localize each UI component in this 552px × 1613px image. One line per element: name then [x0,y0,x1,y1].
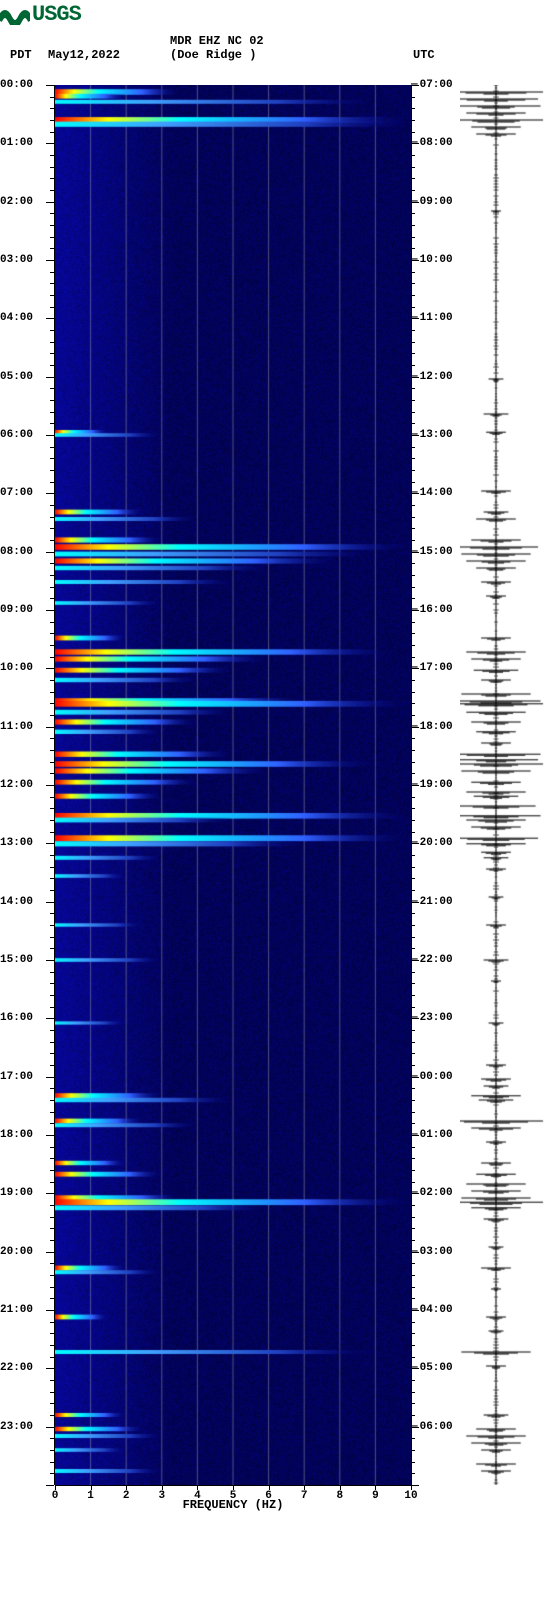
right-time-tick: —07:00 [411,79,466,91]
right-time-tick: —14:00 [411,487,466,499]
spectrogram-plot [55,85,411,1485]
right-time-tick: —01:00 [411,1129,466,1141]
right-time-tick: —09:00 [411,196,466,208]
date-label: May12,2022 [48,48,120,62]
right-time-tick: —06:00 [411,1421,466,1433]
right-time-tick: —04:00 [411,1304,466,1316]
right-time-tick: —16:00 [411,604,466,616]
right-time-tick: —22:00 [411,954,466,966]
bottom-axis-line [55,1485,411,1486]
right-time-tick: —19:00 [411,779,466,791]
left-timezone-label: PDT [10,48,32,62]
station-name: (Doe Ridge ) [170,48,256,62]
right-timezone-label: UTC [413,48,435,62]
seismogram-canvas [460,85,550,1485]
right-time-tick: —13:00 [411,429,466,441]
spectrogram-canvas [55,85,411,1485]
usgs-logo-text: USGS [32,2,81,27]
right-time-tick: —02:00 [411,1187,466,1199]
right-time-tick: —08:00 [411,137,466,149]
right-time-tick: —03:00 [411,1246,466,1258]
right-time-tick: —15:00 [411,546,466,558]
right-time-tick: —00:00 [411,1071,466,1083]
left-axis-line [54,85,55,1485]
right-time-tick: —17:00 [411,662,466,674]
right-time-tick: —20:00 [411,837,466,849]
right-time-tick: —10:00 [411,254,466,266]
seismogram-trace [460,85,550,1485]
right-time-tick: —12:00 [411,371,466,383]
frequency-axis-label: FREQUENCY (HZ) [55,1498,411,1512]
right-time-tick: —18:00 [411,721,466,733]
right-time-tick: —23:00 [411,1012,466,1024]
usgs-logo: USGS [0,2,81,27]
usgs-wave-icon [0,5,30,25]
right-time-tick: —21:00 [411,896,466,908]
right-time-tick: —11:00 [411,312,466,324]
station-code: MDR EHZ NC 02 [170,34,264,48]
right-time-tick: —05:00 [411,1362,466,1374]
